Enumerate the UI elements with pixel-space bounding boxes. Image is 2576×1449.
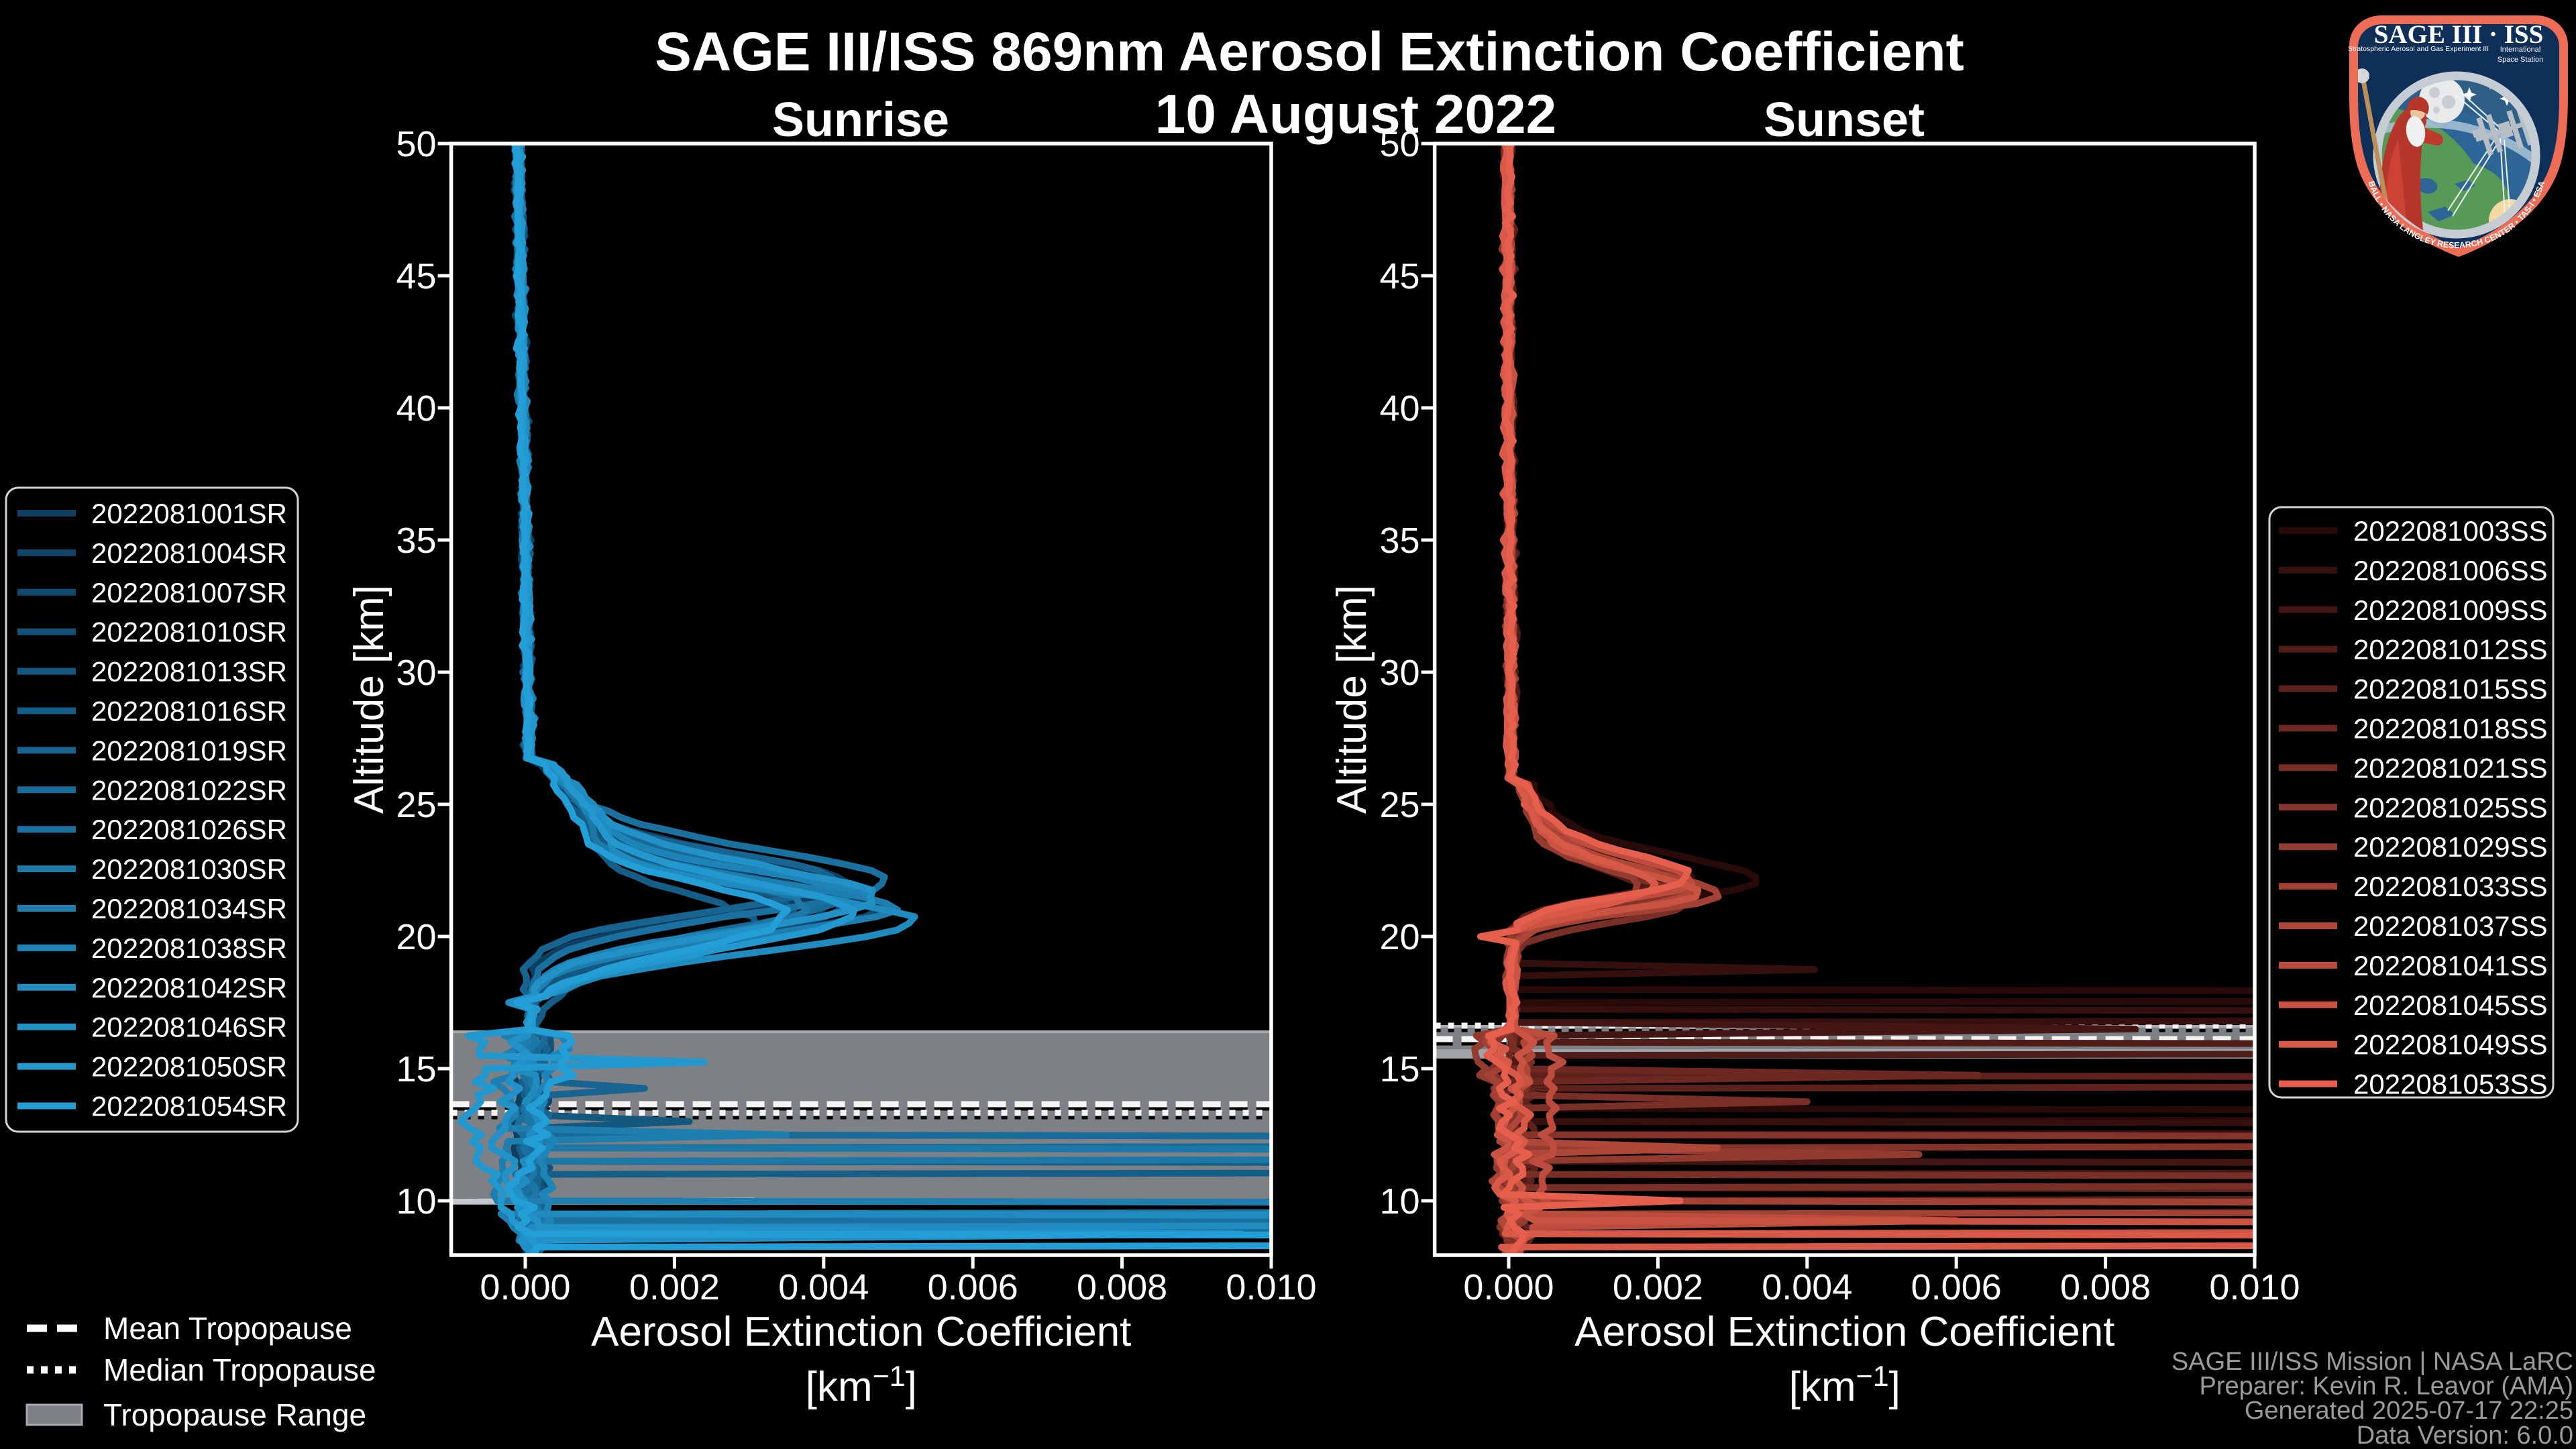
svg-text:2022081038SR: 2022081038SR [91,932,287,964]
svg-text:45: 45 [1380,256,1420,297]
svg-text:2022081009SS: 2022081009SS [2353,594,2548,626]
svg-text:40: 40 [1380,388,1420,429]
svg-text:0.002: 0.002 [1613,1267,1703,1307]
svg-text:2022081010SR: 2022081010SR [91,616,287,648]
svg-text:2022081029SS: 2022081029SS [2353,831,2548,863]
svg-text:0.010: 0.010 [2209,1267,2300,1307]
svg-text:2022081025SS: 2022081025SS [2353,792,2548,823]
svg-text:2022081021SS: 2022081021SS [2353,752,2548,784]
svg-text:[km−1]: [km−1] [806,1360,917,1410]
svg-text:0.008: 0.008 [1077,1267,1167,1307]
svg-text:0.004: 0.004 [1762,1267,1852,1307]
svg-text:2022081050SR: 2022081050SR [91,1051,287,1083]
svg-text:15: 15 [396,1049,437,1089]
svg-text:2022081015SS: 2022081015SS [2353,674,2548,705]
svg-text:Preparer: Kevin R. Leavor (AMA: Preparer: Kevin R. Leavor (AMA) [2199,1373,2573,1401]
svg-text:2022081045SS: 2022081045SS [2353,989,2548,1021]
svg-text:10: 10 [396,1181,437,1222]
svg-text:30: 30 [396,653,437,693]
svg-text:2022081042SR: 2022081042SR [91,972,287,1004]
svg-text:35: 35 [1380,521,1420,561]
svg-text:0.006: 0.006 [1911,1267,2002,1307]
svg-text:2022081054SR: 2022081054SR [91,1091,287,1122]
svg-text:2022081019SR: 2022081019SR [91,735,287,766]
svg-text:0.006: 0.006 [928,1267,1018,1307]
svg-text:2022081006SS: 2022081006SS [2353,555,2548,586]
svg-text:2022081012SS: 2022081012SS [2353,634,2548,665]
svg-text:Tropopause Range: Tropopause Range [103,1397,366,1432]
svg-text:Stratospheric Aerosol and Gas: Stratospheric Aerosol and Gas Experiment… [2348,45,2489,53]
svg-text:SAGE III/ISS 869nm Aerosol Ext: SAGE III/ISS 869nm Aerosol Extinction Co… [655,21,1964,83]
svg-text:0.000: 0.000 [480,1267,570,1307]
svg-text:Median Tropopause: Median Tropopause [103,1352,376,1387]
svg-text:0.002: 0.002 [629,1267,720,1307]
svg-text:Space Station: Space Station [2498,56,2544,64]
svg-text:25: 25 [1380,785,1420,825]
svg-text:10: 10 [1380,1181,1420,1222]
svg-text:2022081003SS: 2022081003SS [2353,515,2548,547]
svg-text:International: International [2500,46,2541,54]
svg-text:2022081016SR: 2022081016SR [91,696,287,727]
svg-text:2022081001SR: 2022081001SR [91,498,287,529]
svg-text:Generated 2025-07-17 22:25: Generated 2025-07-17 22:25 [2245,1397,2573,1425]
svg-text:2022081022SR: 2022081022SR [91,774,287,806]
svg-text:40: 40 [396,388,437,429]
svg-text:2022081030SR: 2022081030SR [91,853,287,885]
svg-text:Mean Tropopause: Mean Tropopause [103,1311,352,1346]
svg-text:2022081018SS: 2022081018SS [2353,713,2548,745]
svg-text:2022081037SS: 2022081037SS [2353,910,2548,942]
svg-text:0.008: 0.008 [2060,1267,2151,1307]
svg-text:20: 20 [1380,917,1420,957]
svg-text:45: 45 [396,256,437,297]
svg-text:Altitude [km]: Altitude [km] [1329,585,1375,814]
svg-text:2022081004SR: 2022081004SR [91,537,287,569]
svg-text:SAGE III/ISS Mission | NASA La: SAGE III/ISS Mission | NASA LaRC [2171,1348,2573,1376]
svg-text:10 August 2022: 10 August 2022 [1155,84,1557,145]
svg-text:2022081053SS: 2022081053SS [2353,1069,2548,1100]
svg-text:30: 30 [1380,653,1420,693]
svg-text:2022081046SR: 2022081046SR [91,1012,287,1043]
svg-text:2022081049SS: 2022081049SS [2353,1029,2548,1061]
svg-text:25: 25 [396,785,437,825]
svg-text:35: 35 [396,521,437,561]
svg-text:Altitude [km]: Altitude [km] [346,585,392,814]
svg-text:50: 50 [1380,124,1420,164]
svg-text:Aerosol Extinction Coefficient: Aerosol Extinction Coefficient [591,1309,1131,1355]
svg-text:0.010: 0.010 [1226,1267,1316,1307]
svg-text:2022081007SR: 2022081007SR [91,577,287,608]
svg-text:0.000: 0.000 [1463,1267,1554,1307]
svg-text:Aerosol Extinction Coefficient: Aerosol Extinction Coefficient [1574,1309,2114,1355]
svg-text:15: 15 [1380,1049,1420,1089]
svg-text:2022081041SS: 2022081041SS [2353,950,2548,981]
svg-text:2022081033SS: 2022081033SS [2353,871,2548,902]
svg-text:Data Version: 6.0.0: Data Version: 6.0.0 [2357,1421,2573,1449]
svg-text:2022081013SR: 2022081013SR [91,656,287,688]
svg-text:2022081034SR: 2022081034SR [91,893,287,924]
svg-text:20: 20 [396,917,437,957]
svg-text:Sunset: Sunset [1764,93,1925,147]
svg-text:50: 50 [396,124,437,164]
svg-text:2022081026SR: 2022081026SR [91,814,287,845]
svg-text:Sunrise: Sunrise [772,93,949,147]
svg-text:0.004: 0.004 [778,1267,869,1307]
svg-text:SAGE III · ISS: SAGE III · ISS [2374,20,2544,49]
